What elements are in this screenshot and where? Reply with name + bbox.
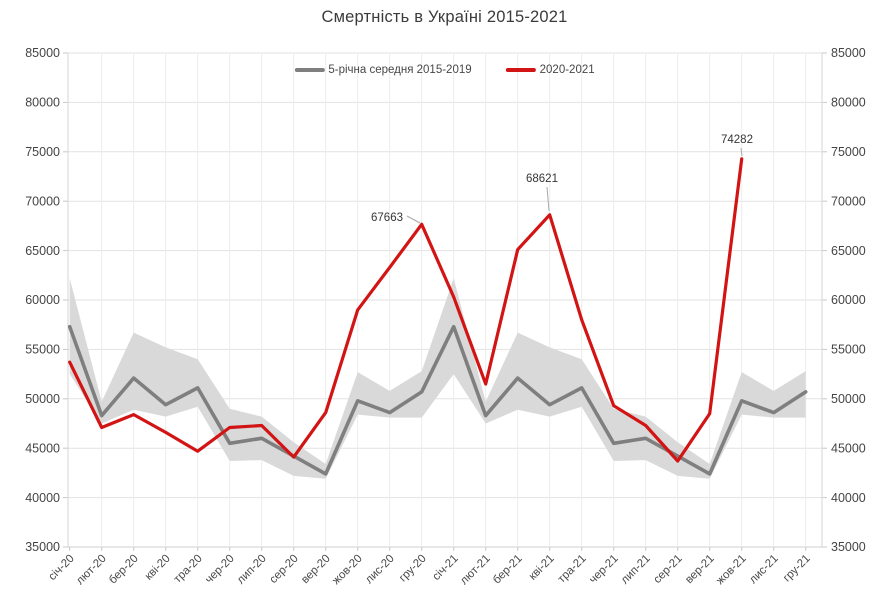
- svg-text:сер-20: сер-20: [267, 553, 300, 586]
- svg-text:тра-20: тра-20: [172, 553, 205, 586]
- svg-text:40000: 40000: [25, 491, 60, 505]
- svg-text:55000: 55000: [831, 343, 866, 357]
- legend-label-average: 5-річна середня 2015-2019: [328, 64, 472, 76]
- svg-text:чер-20: чер-20: [203, 553, 237, 587]
- svg-text:65000: 65000: [25, 244, 60, 258]
- svg-text:лис-21: лис-21: [747, 553, 781, 587]
- svg-text:сер-21: сер-21: [651, 553, 684, 586]
- gray-line-swatch-icon: [294, 68, 325, 72]
- svg-text:60000: 60000: [25, 293, 60, 307]
- svg-text:кві-21: кві-21: [527, 553, 557, 583]
- svg-text:тра-21: тра-21: [556, 553, 589, 586]
- svg-text:80000: 80000: [831, 96, 866, 110]
- svg-text:67663: 67663: [371, 212, 403, 224]
- svg-text:січ-21: січ-21: [430, 553, 460, 583]
- svg-text:35000: 35000: [831, 540, 866, 554]
- svg-text:чер-21: чер-21: [587, 553, 621, 587]
- svg-text:бер-20: бер-20: [107, 553, 141, 587]
- svg-text:85000: 85000: [25, 46, 60, 60]
- chart-legend: 5-річна середня 2015-2019 2020-2021: [294, 64, 595, 76]
- svg-text:60000: 60000: [831, 293, 866, 307]
- legend-label-2020-2021: 2020-2021: [539, 64, 595, 76]
- svg-text:лют-21: лют-21: [458, 553, 493, 588]
- svg-text:кві-20: кві-20: [143, 553, 173, 583]
- svg-text:50000: 50000: [25, 392, 60, 406]
- svg-text:80000: 80000: [25, 96, 60, 110]
- svg-text:65000: 65000: [831, 244, 866, 258]
- svg-text:55000: 55000: [25, 343, 60, 357]
- svg-text:гру-20: гру-20: [397, 553, 429, 585]
- legend-item-2020-2021: 2020-2021: [505, 64, 595, 76]
- svg-text:68621: 68621: [526, 173, 558, 185]
- svg-text:вер-20: вер-20: [299, 553, 333, 587]
- svg-text:жов-21: жов-21: [714, 553, 749, 588]
- chart-title: Смертність в Україні 2015-2021: [321, 8, 568, 26]
- svg-text:жов-20: жов-20: [330, 553, 365, 588]
- svg-text:40000: 40000: [831, 491, 866, 505]
- svg-text:75000: 75000: [831, 145, 866, 159]
- svg-text:січ-20: січ-20: [46, 553, 76, 583]
- svg-text:35000: 35000: [25, 540, 60, 554]
- svg-text:70000: 70000: [831, 194, 866, 208]
- svg-text:85000: 85000: [831, 46, 866, 60]
- svg-text:45000: 45000: [25, 441, 60, 455]
- svg-text:45000: 45000: [831, 441, 866, 455]
- svg-text:лип-20: лип-20: [235, 553, 269, 587]
- svg-text:75000: 75000: [25, 145, 60, 159]
- red-line-swatch-icon: [505, 68, 536, 72]
- svg-text:лип-21: лип-21: [619, 553, 653, 587]
- svg-text:лис-20: лис-20: [363, 553, 397, 587]
- svg-text:бер-21: бер-21: [491, 553, 525, 587]
- svg-text:вер-21: вер-21: [683, 553, 717, 587]
- legend-item-average: 5-річна середня 2015-2019: [294, 64, 472, 76]
- svg-text:74282: 74282: [721, 134, 753, 146]
- svg-text:лют-20: лют-20: [74, 553, 109, 588]
- svg-text:гру-21: гру-21: [781, 553, 813, 585]
- svg-text:50000: 50000: [831, 392, 866, 406]
- svg-text:70000: 70000: [25, 194, 60, 208]
